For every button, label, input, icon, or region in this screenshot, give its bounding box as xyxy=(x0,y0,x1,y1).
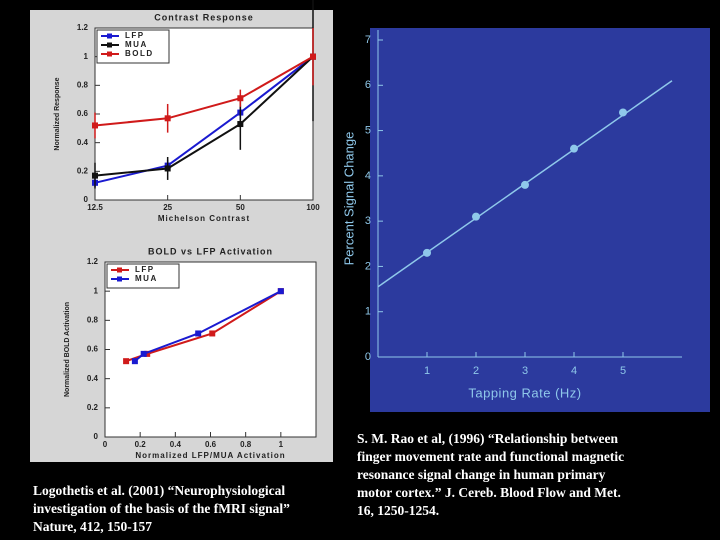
x-tick-label: 0 xyxy=(103,440,108,449)
y-axis-label: Normalized BOLD Activation xyxy=(64,302,71,397)
legend-marker xyxy=(117,276,122,282)
point xyxy=(423,248,431,257)
marker xyxy=(140,350,147,357)
y-tick-label: 4 xyxy=(365,170,371,182)
legend-marker xyxy=(117,267,122,273)
x-tick-label: 1 xyxy=(279,440,284,449)
point xyxy=(521,180,529,189)
marker xyxy=(92,122,98,129)
marker xyxy=(195,330,202,337)
series-line xyxy=(94,55,314,177)
legend-label: LFP xyxy=(135,265,155,274)
x-tick-label: 25 xyxy=(163,203,172,212)
legend-label: LFP xyxy=(125,31,145,40)
y-axis-label: Normalized Response xyxy=(54,77,61,150)
x-tick-label: 5 xyxy=(620,365,626,377)
caption-line: motor cortex.” J. Cereb. Blood Flow and … xyxy=(357,485,621,500)
legend-marker xyxy=(107,42,112,48)
marker xyxy=(277,288,284,295)
caption-line: Logothetis et al. (2001) “Neurophysiolog… xyxy=(33,483,285,498)
caption-line: Nature, 412, 150-157 xyxy=(33,519,152,534)
y-tick-label: 0.4 xyxy=(77,138,89,147)
marker xyxy=(144,350,151,357)
x-tick-label: 2 xyxy=(473,365,479,377)
x-tick-label: 100 xyxy=(306,203,320,212)
caption-line: investigation of the basis of the fMRI s… xyxy=(33,501,290,516)
caption-line: resonance signal change in human primary xyxy=(357,467,606,482)
chart-title: BOLD vs LFP Activation xyxy=(148,246,273,256)
point xyxy=(570,144,578,153)
marker xyxy=(92,172,98,179)
y-axis-label: Percent Signal Change xyxy=(341,132,356,266)
series-line xyxy=(125,290,282,363)
y-tick-label: 0.6 xyxy=(77,109,89,118)
point xyxy=(472,212,480,221)
marker xyxy=(164,115,171,122)
marker xyxy=(209,330,216,337)
x-tick-label: 1 xyxy=(424,365,430,377)
x-axis-label: Michelson Contrast xyxy=(158,214,250,223)
legend-marker xyxy=(107,33,112,39)
y-tick-label: 0.2 xyxy=(87,403,99,412)
caption-line: 16, 1250-1254. xyxy=(357,503,439,518)
x-tick-label: 0.8 xyxy=(240,440,252,449)
x-tick-label: 50 xyxy=(236,203,245,212)
y-tick-label: 7 xyxy=(365,34,371,46)
x-tick-label: 4 xyxy=(571,365,577,377)
x-axis-label: Tapping Rate (Hz) xyxy=(468,385,581,400)
legend-label: MUA xyxy=(125,40,148,49)
y-tick-label: 0.2 xyxy=(77,166,89,175)
y-tick-label: 0 xyxy=(84,195,89,204)
y-tick-label: 5 xyxy=(365,124,371,136)
y-tick-label: 1 xyxy=(365,306,371,318)
y-tick-label: 1 xyxy=(84,52,89,61)
marker xyxy=(237,95,244,102)
x-tick-label: 0.4 xyxy=(170,440,182,449)
caption-line: S. M. Rao et al, (1996) “Relationship be… xyxy=(357,431,618,446)
x-tick-label: 12.5 xyxy=(87,203,103,212)
caption-line: finger movement rate and functional magn… xyxy=(357,449,624,464)
y-tick-label: 0 xyxy=(94,432,99,441)
right-panel xyxy=(370,28,710,412)
marker xyxy=(164,165,171,172)
y-tick-label: 2 xyxy=(365,260,371,272)
marker xyxy=(310,53,316,60)
y-tick-label: 0.4 xyxy=(87,374,99,383)
marker xyxy=(237,121,244,128)
x-tick-label: 0.6 xyxy=(205,440,217,449)
y-tick-label: 0 xyxy=(365,351,371,363)
x-axis-label: Normalized LFP/MUA Activation xyxy=(135,451,285,460)
legend-marker xyxy=(107,51,112,57)
y-tick-label: 1.2 xyxy=(77,23,89,32)
y-tick-label: 1.2 xyxy=(87,257,99,266)
y-tick-label: 0.8 xyxy=(87,315,99,324)
y-tick-label: 0.8 xyxy=(77,80,89,89)
marker xyxy=(131,358,138,365)
legend-label: BOLD xyxy=(125,49,154,58)
chart-title: Contrast Response xyxy=(154,12,254,22)
y-tick-label: 6 xyxy=(365,79,371,91)
marker xyxy=(123,358,130,365)
y-tick-label: 0.6 xyxy=(87,345,99,354)
series-line xyxy=(94,55,314,184)
legend-label: MUA xyxy=(135,274,158,283)
series-line xyxy=(134,290,282,362)
series-line xyxy=(94,55,314,127)
x-tick-label: 0.2 xyxy=(135,440,147,449)
y-tick-label: 3 xyxy=(365,215,371,227)
y-tick-label: 1 xyxy=(94,286,99,295)
point xyxy=(619,108,627,117)
x-tick-label: 3 xyxy=(522,365,528,377)
